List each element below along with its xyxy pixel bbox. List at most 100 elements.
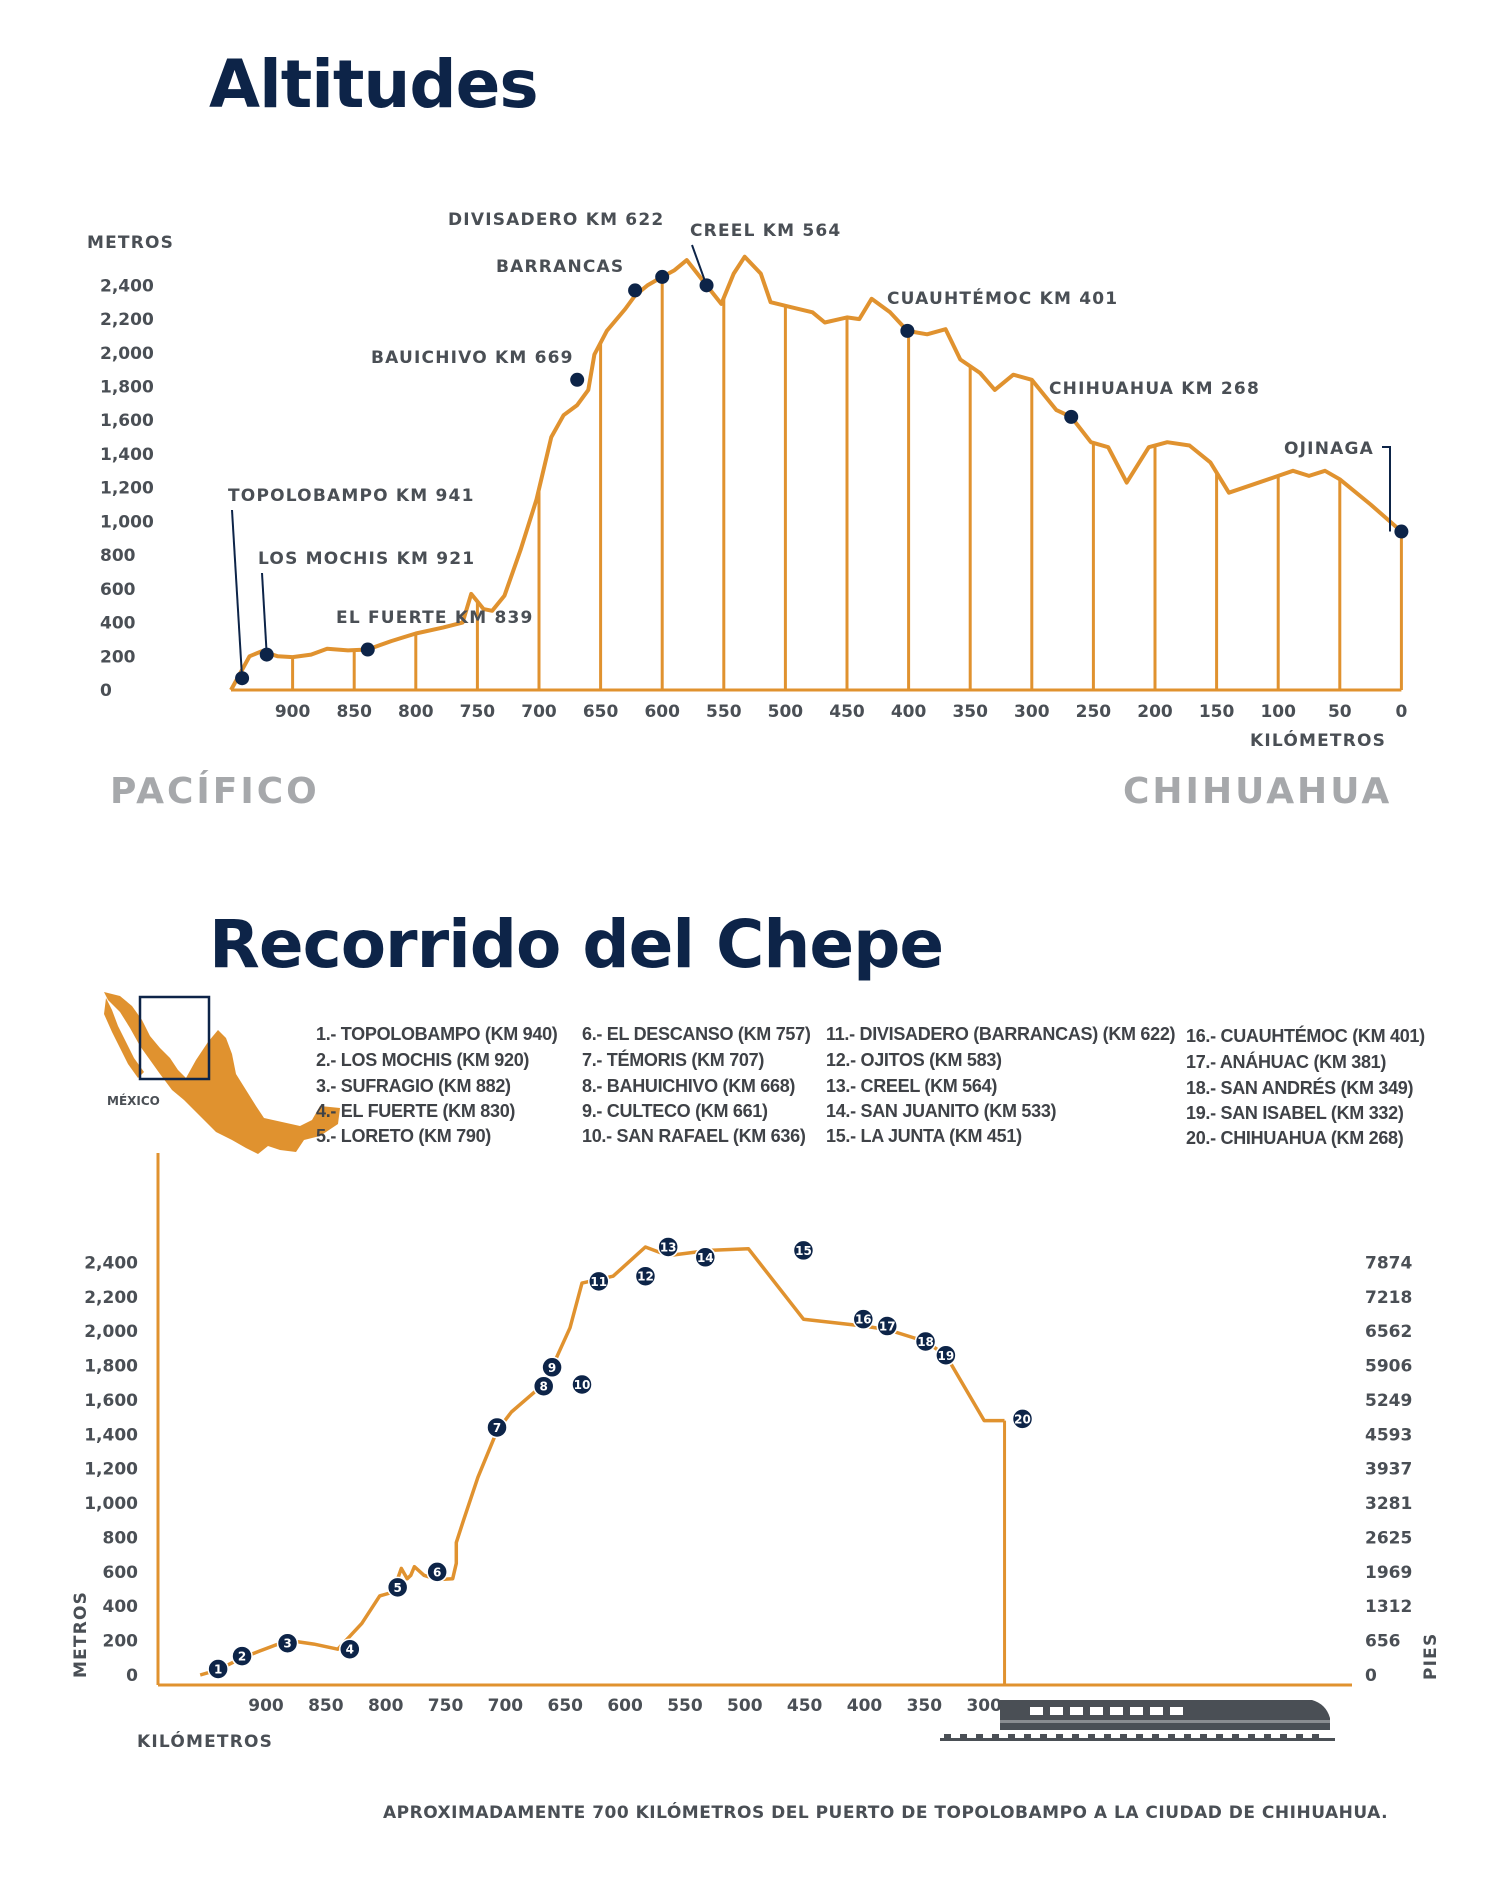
station-marker: 7 [487,1417,507,1437]
station-list-item: 4.- EL FUERTE (KM 830) [316,1101,515,1121]
y2-tick-label: 0 [1365,1666,1377,1686]
y-axis-title: METROS [71,1591,91,1678]
train-sleeper [1152,1734,1159,1738]
train-window [1130,1707,1143,1715]
station-list-item: 14.- SAN JUANITO (KM 533) [826,1101,1057,1121]
station-marker: 6 [427,1562,447,1582]
station-marker: 8 [534,1376,554,1396]
y2-tick-label: 5249 [1365,1391,1412,1411]
train-sleeper [1008,1734,1015,1738]
train-window [1030,1707,1043,1715]
y2-tick-label: 5906 [1365,1357,1412,1377]
train-sleeper [1072,1734,1079,1738]
train-sleeper [1232,1734,1239,1738]
station-marker-number: 3 [283,1637,291,1651]
x-tick-label: 500 [727,1696,763,1716]
train-sleeper [1312,1734,1319,1738]
station-list-item: 5.- LORETO (KM 790) [316,1126,491,1146]
y-tick-label: 200 [103,1632,139,1652]
train-sleeper [1264,1734,1271,1738]
y2-tick-label: 7874 [1365,1253,1412,1273]
y-tick-label: 2,400 [84,1253,138,1273]
y2-tick-label: 3281 [1365,1494,1412,1514]
train-rail [940,1738,1335,1741]
station-marker-number: 4 [346,1643,354,1657]
station-marker-number: 12 [637,1270,654,1284]
station-marker-number: 13 [660,1240,677,1254]
station-marker-number: 10 [574,1378,591,1392]
mexico-map: MÉXICO [104,992,340,1154]
station-list-item: 9.- CULTECO (KM 661) [582,1101,768,1121]
y-tick-label: 1,600 [84,1391,138,1411]
station-marker: 12 [635,1266,655,1286]
station-list-item: 6.- EL DESCANSO (KM 757) [582,1024,811,1044]
station-list-item: 17.- ANÁHUAC (KM 381) [1186,1051,1386,1072]
route-elevation-line [200,1247,1004,1675]
station-marker: 16 [853,1309,873,1329]
train-sleeper [1104,1734,1111,1738]
train-sleeper [1088,1734,1095,1738]
x-tick-label: 300 [966,1696,1002,1716]
station-marker: 14 [695,1247,715,1267]
station-marker: 19 [936,1345,956,1365]
station-list-item: 13.- CREEL (KM 564) [826,1076,997,1096]
y2-tick-label: 3937 [1365,1460,1412,1480]
station-list-item: 18.- SAN ANDRÉS (KM 349) [1186,1077,1413,1098]
y-tick-label: 800 [103,1528,139,1548]
station-marker: 20 [1013,1409,1033,1429]
station-marker: 10 [572,1374,592,1394]
x-tick-label: 850 [308,1696,344,1716]
station-list-item: 10.- SAN RAFAEL (KM 636) [582,1126,806,1146]
train-window [1170,1707,1183,1715]
y2-tick-label: 1312 [1365,1597,1412,1617]
station-marker-number: 2 [238,1650,246,1664]
station-marker: 9 [542,1357,562,1377]
train-sleeper [1200,1734,1207,1738]
x-axis-title: KILÓMETROS [137,1730,273,1752]
map-label: MÉXICO [107,1093,160,1108]
station-marker-number: 16 [855,1313,872,1327]
station-marker-number: 1 [214,1662,222,1676]
x-tick-label: 600 [607,1696,643,1716]
station-marker-number: 17 [879,1320,896,1334]
station-list-item: 20.- CHIHUAHUA (KM 268) [1186,1128,1404,1148]
station-list-item: 1.- TOPOLOBAMPO (KM 940) [316,1024,558,1044]
station-marker-number: 6 [433,1565,441,1579]
x-tick-label: 750 [428,1696,464,1716]
station-marker-number: 8 [540,1380,548,1394]
station-list-item: 2.- LOS MOCHIS (KM 920) [316,1050,529,1070]
x-tick-label: 900 [248,1696,284,1716]
y2-tick-label: 6562 [1365,1322,1412,1342]
train-sleeper [1136,1734,1143,1738]
train-sleeper [976,1734,983,1738]
station-list-item: 12.- OJITOS (KM 583) [826,1050,1002,1070]
train-sleeper [1216,1734,1223,1738]
train-sleeper [1056,1734,1063,1738]
station-list-item: 16.- CUAUHTÉMOC (KM 401) [1186,1025,1425,1046]
y-tick-label: 1,400 [84,1425,138,1445]
y-tick-label: 2,200 [84,1288,138,1308]
train-sleeper [1248,1734,1255,1738]
station-marker: 2 [232,1646,252,1666]
train-stripe [1000,1720,1330,1723]
station-marker: 1 [208,1659,228,1679]
x-tick-label: 800 [368,1696,404,1716]
station-list-item: 19.- SAN ISABEL (KM 332) [1186,1103,1404,1123]
train-window [1110,1707,1123,1715]
y-tick-label: 2,000 [84,1322,138,1342]
station-marker: 5 [388,1577,408,1597]
station-marker-number: 7 [493,1421,501,1435]
y2-tick-label: 4593 [1365,1425,1412,1445]
station-marker: 11 [589,1271,609,1291]
y2-tick-label: 7218 [1365,1288,1412,1308]
station-list-item: 11.- DIVISADERO (BARRANCAS) (KM 622) [826,1024,1176,1044]
y-tick-label: 1,200 [84,1460,138,1480]
y-tick-label: 400 [103,1597,139,1617]
station-list-item: 15.- LA JUNTA (KM 451) [826,1126,1022,1146]
station-marker-number: 14 [697,1251,714,1265]
train-sleeper [1040,1734,1047,1738]
x-tick-label: 450 [787,1696,823,1716]
x-tick-label: 700 [488,1696,524,1716]
y-tick-label: 1,800 [84,1357,138,1377]
